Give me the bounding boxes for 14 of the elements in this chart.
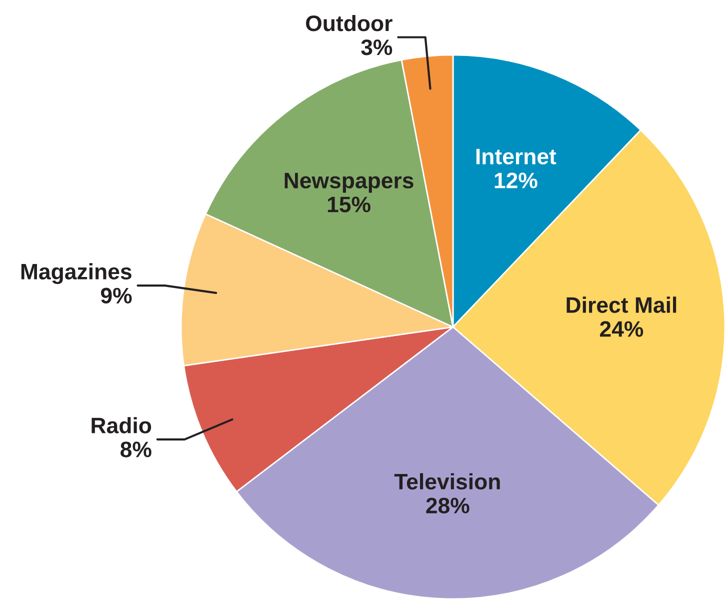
slice-label: Internet [476,148,556,164]
data-label: 9% [100,288,132,304]
data-label: 12% [494,172,538,188]
slice-label: Radio [92,417,152,434]
slice-label: Television [394,473,500,490]
data-label: 28% [426,498,470,514]
data-label: 8% [120,442,152,458]
slice-label: Newspapers [284,172,414,193]
data-label: 3% [361,39,392,56]
slice-label: Magazines [21,263,132,284]
data-label: 15% [328,196,370,212]
data-label: 24% [600,321,644,337]
slice-label: Outdoor [306,14,392,32]
slice-label: Direct Mail [566,296,676,313]
